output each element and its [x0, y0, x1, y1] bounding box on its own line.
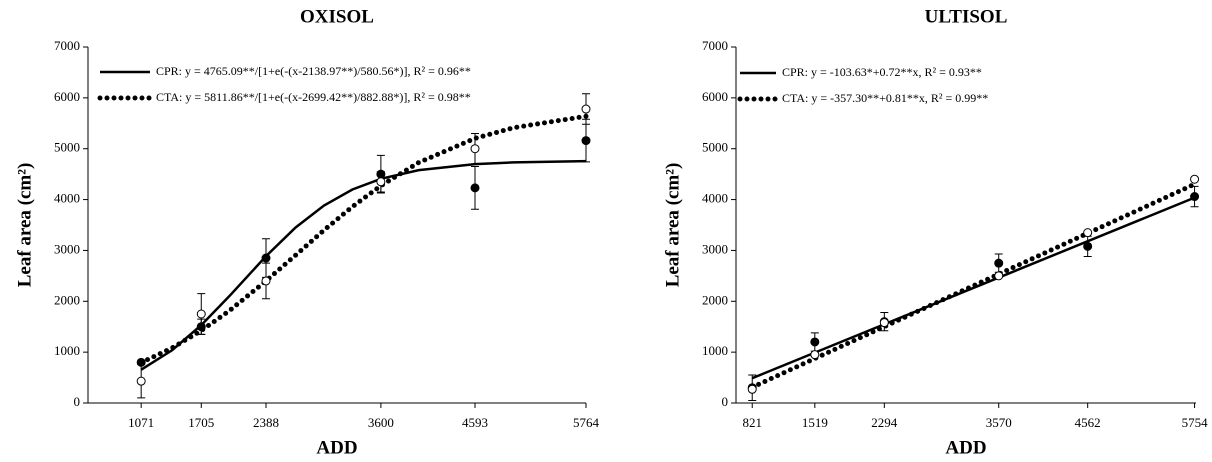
data-point: [879, 318, 889, 328]
data-point: [581, 136, 591, 146]
data-point: [1190, 174, 1200, 184]
x-tick-label: 4593: [462, 415, 488, 430]
y-tick-label: 7000: [702, 38, 728, 53]
fit-line: [751, 196, 1196, 380]
x-tick-label: 2388: [253, 415, 279, 430]
x-axis-label: ADD: [316, 437, 357, 458]
y-tick-label: 5000: [54, 140, 80, 155]
y-tick-label: 3000: [702, 241, 728, 256]
chart-title: OXISOL: [300, 6, 374, 27]
y-tick-label: 2000: [702, 292, 728, 307]
fit-line: [749, 181, 1198, 390]
x-tick-label: 1705: [188, 415, 214, 430]
y-axis-label: Leaf area (cm²): [662, 163, 683, 288]
x-tick-label: 2294: [871, 415, 898, 430]
fit-line: [138, 113, 589, 366]
x-tick-label: 1071: [128, 415, 154, 430]
legend-label: CPR: y = 4765.09**/[1+e(-(x-2138.97**)/5…: [156, 64, 471, 78]
y-tick-label: 4000: [702, 191, 728, 206]
legend-label: CPR: y = -103.63*+0.72**x, R² = 0.93**: [782, 65, 982, 79]
data-point: [810, 350, 820, 360]
y-tick-label: 1000: [702, 343, 728, 358]
data-point: [994, 258, 1004, 268]
chart-title: ULTISOL: [925, 6, 1008, 27]
y-tick-label: 3000: [54, 241, 80, 256]
x-tick-label: 4562: [1075, 415, 1101, 430]
data-point: [994, 271, 1004, 281]
x-tick-label: 3570: [986, 415, 1012, 430]
data-point: [376, 177, 386, 187]
y-tick-label: 0: [74, 394, 81, 409]
data-point: [747, 384, 757, 394]
data-point: [196, 309, 206, 319]
y-tick-label: 7000: [54, 38, 80, 53]
y-tick-label: 4000: [54, 191, 80, 206]
x-tick-label: 5754: [1182, 415, 1209, 430]
data-point: [470, 183, 480, 193]
y-tick-label: 1000: [54, 343, 80, 358]
data-point: [261, 276, 271, 286]
x-tick-label: 821: [742, 415, 762, 430]
x-tick-label: 5764: [573, 415, 600, 430]
y-tick-label: 2000: [54, 292, 80, 307]
legend-label: CTA: y = -357.30**+0.81**x, R² = 0.99**: [782, 91, 988, 105]
x-tick-label: 1519: [802, 415, 828, 430]
data-point: [136, 376, 146, 386]
y-tick-label: 6000: [702, 89, 728, 104]
data-point: [470, 144, 480, 154]
data-point: [581, 104, 591, 114]
data-point: [810, 337, 820, 347]
data-point: [261, 253, 271, 263]
data-point: [1190, 192, 1200, 202]
data-point: [1083, 228, 1093, 238]
fit-line: [140, 159, 587, 371]
y-tick-label: 0: [722, 394, 729, 409]
y-tick-label: 6000: [54, 89, 80, 104]
data-point: [1083, 241, 1093, 251]
legend-label: CTA: y = 5811.86**/[1+e(-(x-2699.42**)/8…: [156, 90, 471, 104]
x-tick-label: 3600: [368, 415, 394, 430]
y-tick-label: 5000: [702, 140, 728, 155]
x-axis-label: ADD: [945, 437, 986, 458]
y-axis-label: Leaf area (cm²): [14, 163, 35, 288]
